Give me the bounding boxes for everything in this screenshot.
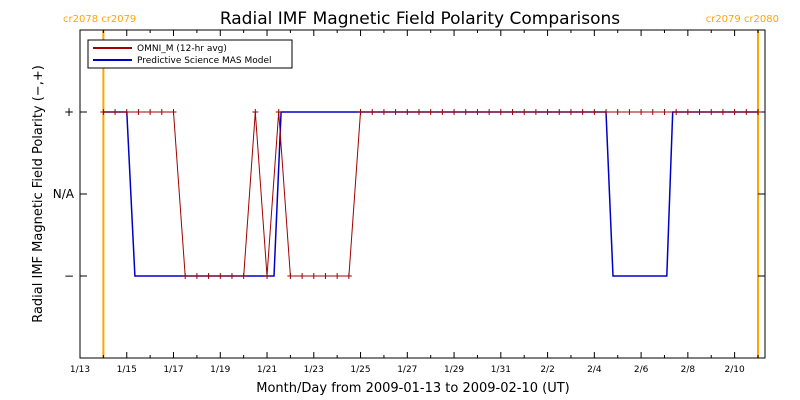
carrington-rotation-label: cr2079 cr2080 — [706, 14, 779, 25]
data-point-marker — [591, 109, 598, 115]
data-point-marker — [357, 109, 364, 115]
y-tick-label: + — [64, 105, 74, 119]
data-point-marker — [380, 109, 387, 115]
carrington-rotation-label: cr2078 cr2079 — [63, 14, 136, 25]
data-point-marker — [708, 109, 715, 115]
x-tick-label: 1/13 — [70, 365, 90, 375]
legend-entry: Predictive Science MAS Model — [137, 56, 272, 66]
x-tick-label: 1/29 — [444, 365, 464, 375]
data-point-marker — [673, 109, 680, 115]
data-point-marker — [462, 109, 469, 115]
data-point-marker — [100, 109, 107, 115]
data-point-marker — [345, 273, 352, 279]
x-tick-label: 1/21 — [257, 365, 277, 375]
x-tick-label: 2/2 — [540, 365, 554, 375]
data-point-marker — [474, 109, 481, 115]
x-tick-label: 1/19 — [210, 365, 230, 375]
data-point-marker — [427, 109, 434, 115]
data-point-marker — [170, 109, 177, 115]
data-point-marker — [334, 273, 341, 279]
data-point-marker — [369, 109, 376, 115]
data-point-marker — [684, 109, 691, 115]
data-point-marker — [264, 273, 271, 279]
data-point-marker — [322, 273, 329, 279]
chart-title: Radial IMF Magnetic Field Polarity Compa… — [220, 9, 620, 29]
data-point-marker — [205, 273, 212, 279]
data-point-marker — [228, 273, 235, 279]
x-tick-label: 1/27 — [397, 365, 417, 375]
x-tick-label: 1/17 — [163, 365, 183, 375]
series-line-mas-model — [103, 111, 758, 277]
x-tick-label: 2/10 — [724, 365, 744, 375]
data-point-marker — [147, 109, 154, 115]
plot-area — [79, 29, 766, 359]
y-tick-label: N/A — [53, 187, 75, 201]
data-point-marker — [544, 109, 551, 115]
data-point-marker — [567, 109, 574, 115]
data-point-marker — [135, 109, 142, 115]
data-point-marker — [497, 109, 504, 115]
data-point-marker — [217, 273, 224, 279]
data-point-marker — [486, 109, 493, 115]
data-point-marker — [158, 109, 165, 115]
data-point-marker — [287, 273, 294, 279]
data-point-marker — [112, 109, 119, 115]
series-line-omni — [103, 111, 758, 277]
data-point-marker — [252, 109, 259, 115]
data-point-marker — [404, 109, 411, 115]
data-point-marker — [275, 109, 282, 115]
data-point-marker — [299, 273, 306, 279]
data-point-marker — [392, 109, 399, 115]
data-point-marker — [696, 109, 703, 115]
x-tick-label: 2/4 — [587, 365, 602, 375]
data-point-marker — [579, 109, 586, 115]
data-point-marker — [439, 109, 446, 115]
x-tick-label: 1/31 — [491, 365, 511, 375]
data-point-marker — [638, 109, 645, 115]
data-point-marker — [661, 109, 668, 115]
data-point-marker — [754, 109, 761, 115]
x-axis-label: Month/Day from 2009-01-13 to 2009-02-10 … — [256, 381, 569, 396]
data-point-marker — [719, 109, 726, 115]
data-point-marker — [521, 109, 528, 115]
data-point-marker — [509, 109, 516, 115]
data-point-marker — [556, 109, 563, 115]
data-point-marker — [649, 109, 656, 115]
x-tick-label: 2/8 — [681, 365, 696, 375]
y-axis-label: Radial IMF Magnetic Field Polarity (−,+) — [31, 65, 46, 323]
data-point-marker — [415, 109, 422, 115]
data-point-marker — [626, 109, 633, 115]
data-point-marker — [743, 109, 750, 115]
data-point-marker — [614, 109, 621, 115]
data-point-marker — [240, 273, 247, 279]
x-tick-label: 2/6 — [634, 365, 649, 375]
data-point-marker — [532, 109, 539, 115]
data-point-marker — [182, 273, 189, 279]
data-point-marker — [123, 109, 130, 115]
data-point-marker — [193, 273, 200, 279]
y-tick-label: − — [64, 269, 74, 283]
data-point-marker — [451, 109, 458, 115]
legend-box — [87, 39, 293, 69]
data-point-marker — [603, 109, 610, 115]
x-tick-label: 1/23 — [304, 365, 324, 375]
x-tick-label: 1/25 — [350, 365, 370, 375]
data-point-marker — [310, 273, 317, 279]
data-point-marker — [731, 109, 738, 115]
legend-entry: OMNI_M (12-hr avg) — [137, 44, 227, 54]
x-tick-label: 1/15 — [117, 365, 137, 375]
